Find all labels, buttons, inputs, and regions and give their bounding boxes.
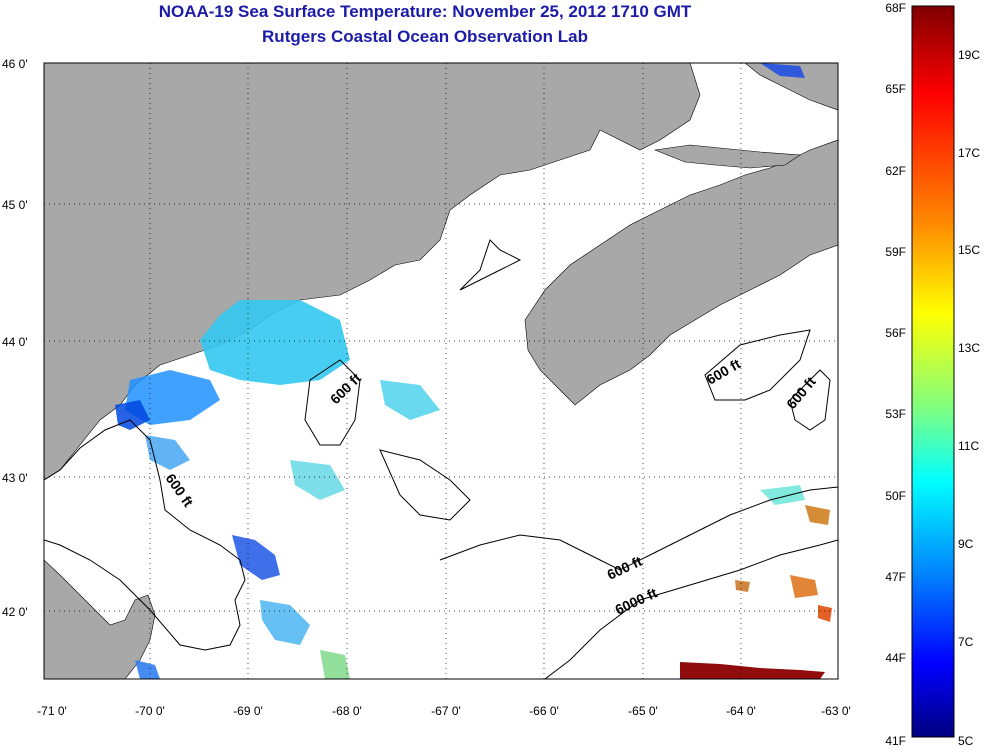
- bathymetry-contours: [44, 239, 838, 679]
- colorbar-f-label: 41F: [885, 734, 906, 748]
- lon-label: -64 0': [726, 704, 756, 718]
- colorbar-f-label: 44F: [885, 651, 906, 665]
- land-cape-cod: [44, 559, 156, 679]
- land-nova-scotia: [524, 139, 838, 406]
- map-title: NOAA-19 Sea Surface Temperature: Novembe…: [158, 2, 692, 21]
- colorbar-f-label: 68F: [885, 1, 906, 15]
- lat-axis: 46 0' 45 0' 44 0' 43 0' 42 0': [2, 57, 28, 619]
- colorbar-f-label: 47F: [885, 570, 906, 584]
- colorbar-c-label: 19C: [958, 48, 980, 62]
- colorbar-c-label: 17C: [958, 146, 980, 160]
- lon-axis: -71 0' -70 0' -69 0' -68 0' -67 0' -66 0…: [37, 704, 851, 718]
- colorbar-f-label: 56F: [885, 326, 906, 340]
- map-subtitle: Rutgers Coastal Ocean Observation Lab: [262, 27, 588, 46]
- lat-label: 45 0': [2, 198, 28, 212]
- colorbar-c-label: 5C: [958, 734, 974, 748]
- lon-label: -71 0': [37, 704, 67, 718]
- colorbar-c-label: 15C: [958, 243, 980, 257]
- colorbar-f-label: 59F: [885, 245, 906, 259]
- lon-label: -67 0': [431, 704, 461, 718]
- colorbar-c-labels: 19C 17C 15C 13C 11C 9C 7C 5C: [958, 48, 980, 748]
- lon-label: -70 0': [135, 704, 165, 718]
- colorbar-c-label: 9C: [958, 537, 974, 551]
- colorbar-f-label: 62F: [885, 164, 906, 178]
- colorbar-c-label: 13C: [958, 341, 980, 355]
- lon-label: -69 0': [233, 704, 263, 718]
- land-cape-breton: [744, 63, 838, 111]
- colorbar-c-label: 11C: [958, 439, 979, 453]
- lat-label: 42 0': [2, 605, 28, 619]
- lat-label: 43 0': [2, 471, 28, 485]
- colorbar-f-labels: 68F 65F 62F 59F 56F 53F 50F 47F 44F 41F: [885, 1, 906, 748]
- plot-frame: [43, 62, 839, 680]
- lon-label: -63 0': [821, 704, 851, 718]
- lon-label: -66 0': [529, 704, 559, 718]
- colorbar-f-label: 65F: [885, 82, 906, 96]
- sst-pixels: [115, 63, 832, 679]
- lat-label: 44 0': [2, 335, 28, 349]
- land-pei: [653, 144, 801, 169]
- lon-label: -68 0': [332, 704, 362, 718]
- lat-label: 46 0': [2, 57, 28, 71]
- colorbar: [911, 5, 955, 738]
- colorbar-f-label: 50F: [885, 489, 906, 503]
- colorbar-f-label: 53F: [885, 407, 906, 421]
- colorbar-c-label: 7C: [958, 635, 974, 649]
- lon-label: -65 0': [628, 704, 658, 718]
